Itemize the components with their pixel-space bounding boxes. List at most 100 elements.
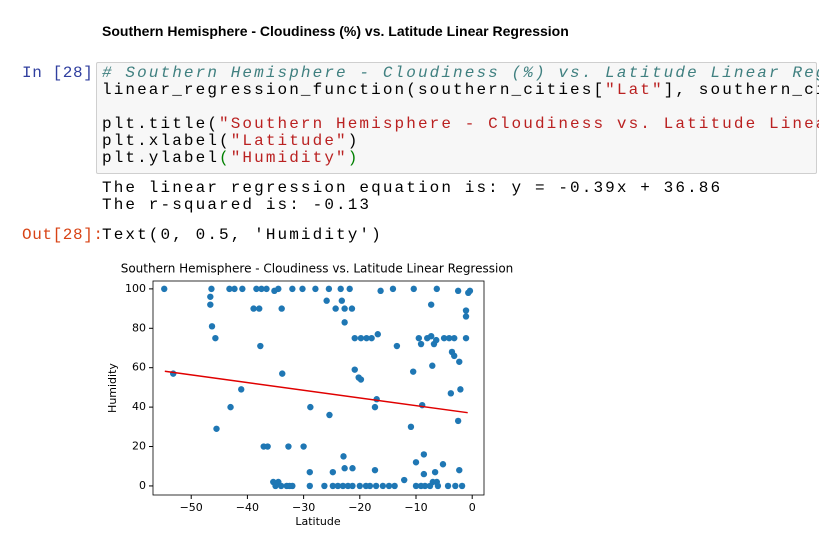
point (456, 466, 463, 474)
point (238, 386, 245, 393)
point (278, 305, 285, 312)
point (338, 297, 346, 304)
stdout-line: The linear regression equation is: y = -… (102, 179, 723, 197)
point (285, 443, 292, 450)
code: # Southern Hemisphere - Cloudiness (%) v… (102, 65, 819, 167)
point (363, 334, 370, 342)
point (208, 285, 215, 293)
code-token: "Humidity" (230, 149, 348, 167)
point (458, 482, 466, 490)
code-token: ], southern_cities[ (663, 81, 819, 99)
point (334, 482, 342, 490)
plot-frame (152, 280, 485, 496)
code-token: # Southern Hemisphere - Cloudiness (%) v… (102, 64, 819, 82)
point (377, 287, 384, 295)
point (389, 285, 397, 293)
point (410, 285, 417, 293)
x-tick-label: −30 (292, 501, 315, 514)
point (212, 334, 219, 342)
point (227, 403, 234, 411)
point (349, 482, 356, 490)
point (409, 368, 417, 375)
x-tick-label: −50 (180, 501, 203, 514)
output-prompt: Out[28]: (22, 226, 104, 244)
point (451, 334, 458, 342)
point (250, 305, 257, 312)
point (213, 425, 220, 432)
point (433, 285, 440, 293)
point (427, 301, 435, 308)
point (444, 482, 452, 490)
x-tick-label: −20 (348, 501, 371, 514)
x-axis-label: Latitude (295, 515, 341, 528)
point (299, 285, 306, 293)
input-prompt: In [28]: (22, 64, 104, 82)
stdout-line: The r-squared is: -0.13 (102, 196, 372, 214)
point (208, 323, 216, 330)
code-token: "Latitude" (230, 132, 348, 150)
point (289, 285, 296, 293)
code-token: ( (219, 149, 231, 167)
code-line: plt.xlabel("Latitude") (102, 133, 819, 150)
point (451, 352, 458, 360)
x-tick-label: −40 (236, 501, 259, 514)
point (344, 482, 352, 490)
point (426, 482, 434, 490)
point (417, 340, 425, 348)
point (256, 305, 263, 312)
point (323, 297, 330, 304)
y-tick-label: 100 (125, 282, 146, 295)
code-line: # Southern Hemisphere - Cloudiness (%) v… (102, 65, 819, 82)
point (452, 482, 459, 490)
point (346, 285, 353, 293)
point (321, 482, 328, 490)
y-tick-label: 80 (132, 321, 146, 334)
point (393, 342, 401, 350)
point (434, 482, 442, 490)
code-token: "Lat" (605, 81, 664, 99)
point (329, 482, 337, 490)
point (306, 482, 313, 490)
point (391, 482, 398, 490)
point (357, 334, 365, 342)
point (462, 334, 470, 342)
point (462, 307, 470, 314)
point (371, 403, 379, 411)
point (374, 331, 381, 338)
point (431, 468, 439, 476)
point (420, 451, 428, 458)
code-line: plt.title("Southern Hemisphere - Cloudin… (102, 116, 819, 133)
point (307, 403, 314, 411)
y-axis-label: Humidity (106, 363, 119, 413)
point (332, 305, 339, 312)
code-token: plt.title( (102, 115, 220, 133)
point (325, 285, 333, 293)
point (329, 468, 337, 476)
point (339, 482, 347, 490)
point (351, 334, 358, 342)
code-token: plt.ylabel (102, 149, 220, 167)
point (372, 482, 380, 490)
point (371, 466, 379, 474)
point (445, 334, 453, 342)
point (340, 453, 347, 460)
code-cell[interactable] (96, 62, 817, 174)
point (429, 362, 436, 369)
stdout: The linear regression equation is: y = -… (102, 180, 722, 214)
point (454, 287, 462, 295)
point (257, 342, 264, 350)
output-text: Text(0, 0.5, 'Humidity') (102, 226, 383, 244)
point (272, 482, 279, 490)
point (421, 482, 429, 490)
point (341, 465, 348, 472)
section-heading: Southern Hemisphere - Cloudiness (%) vs.… (102, 23, 569, 39)
point (439, 461, 447, 468)
point (289, 482, 296, 490)
point (337, 285, 344, 293)
point (348, 305, 356, 312)
point (341, 305, 348, 312)
point (207, 293, 214, 300)
code-token: linear_regression_function(southern_citi… (102, 81, 606, 99)
